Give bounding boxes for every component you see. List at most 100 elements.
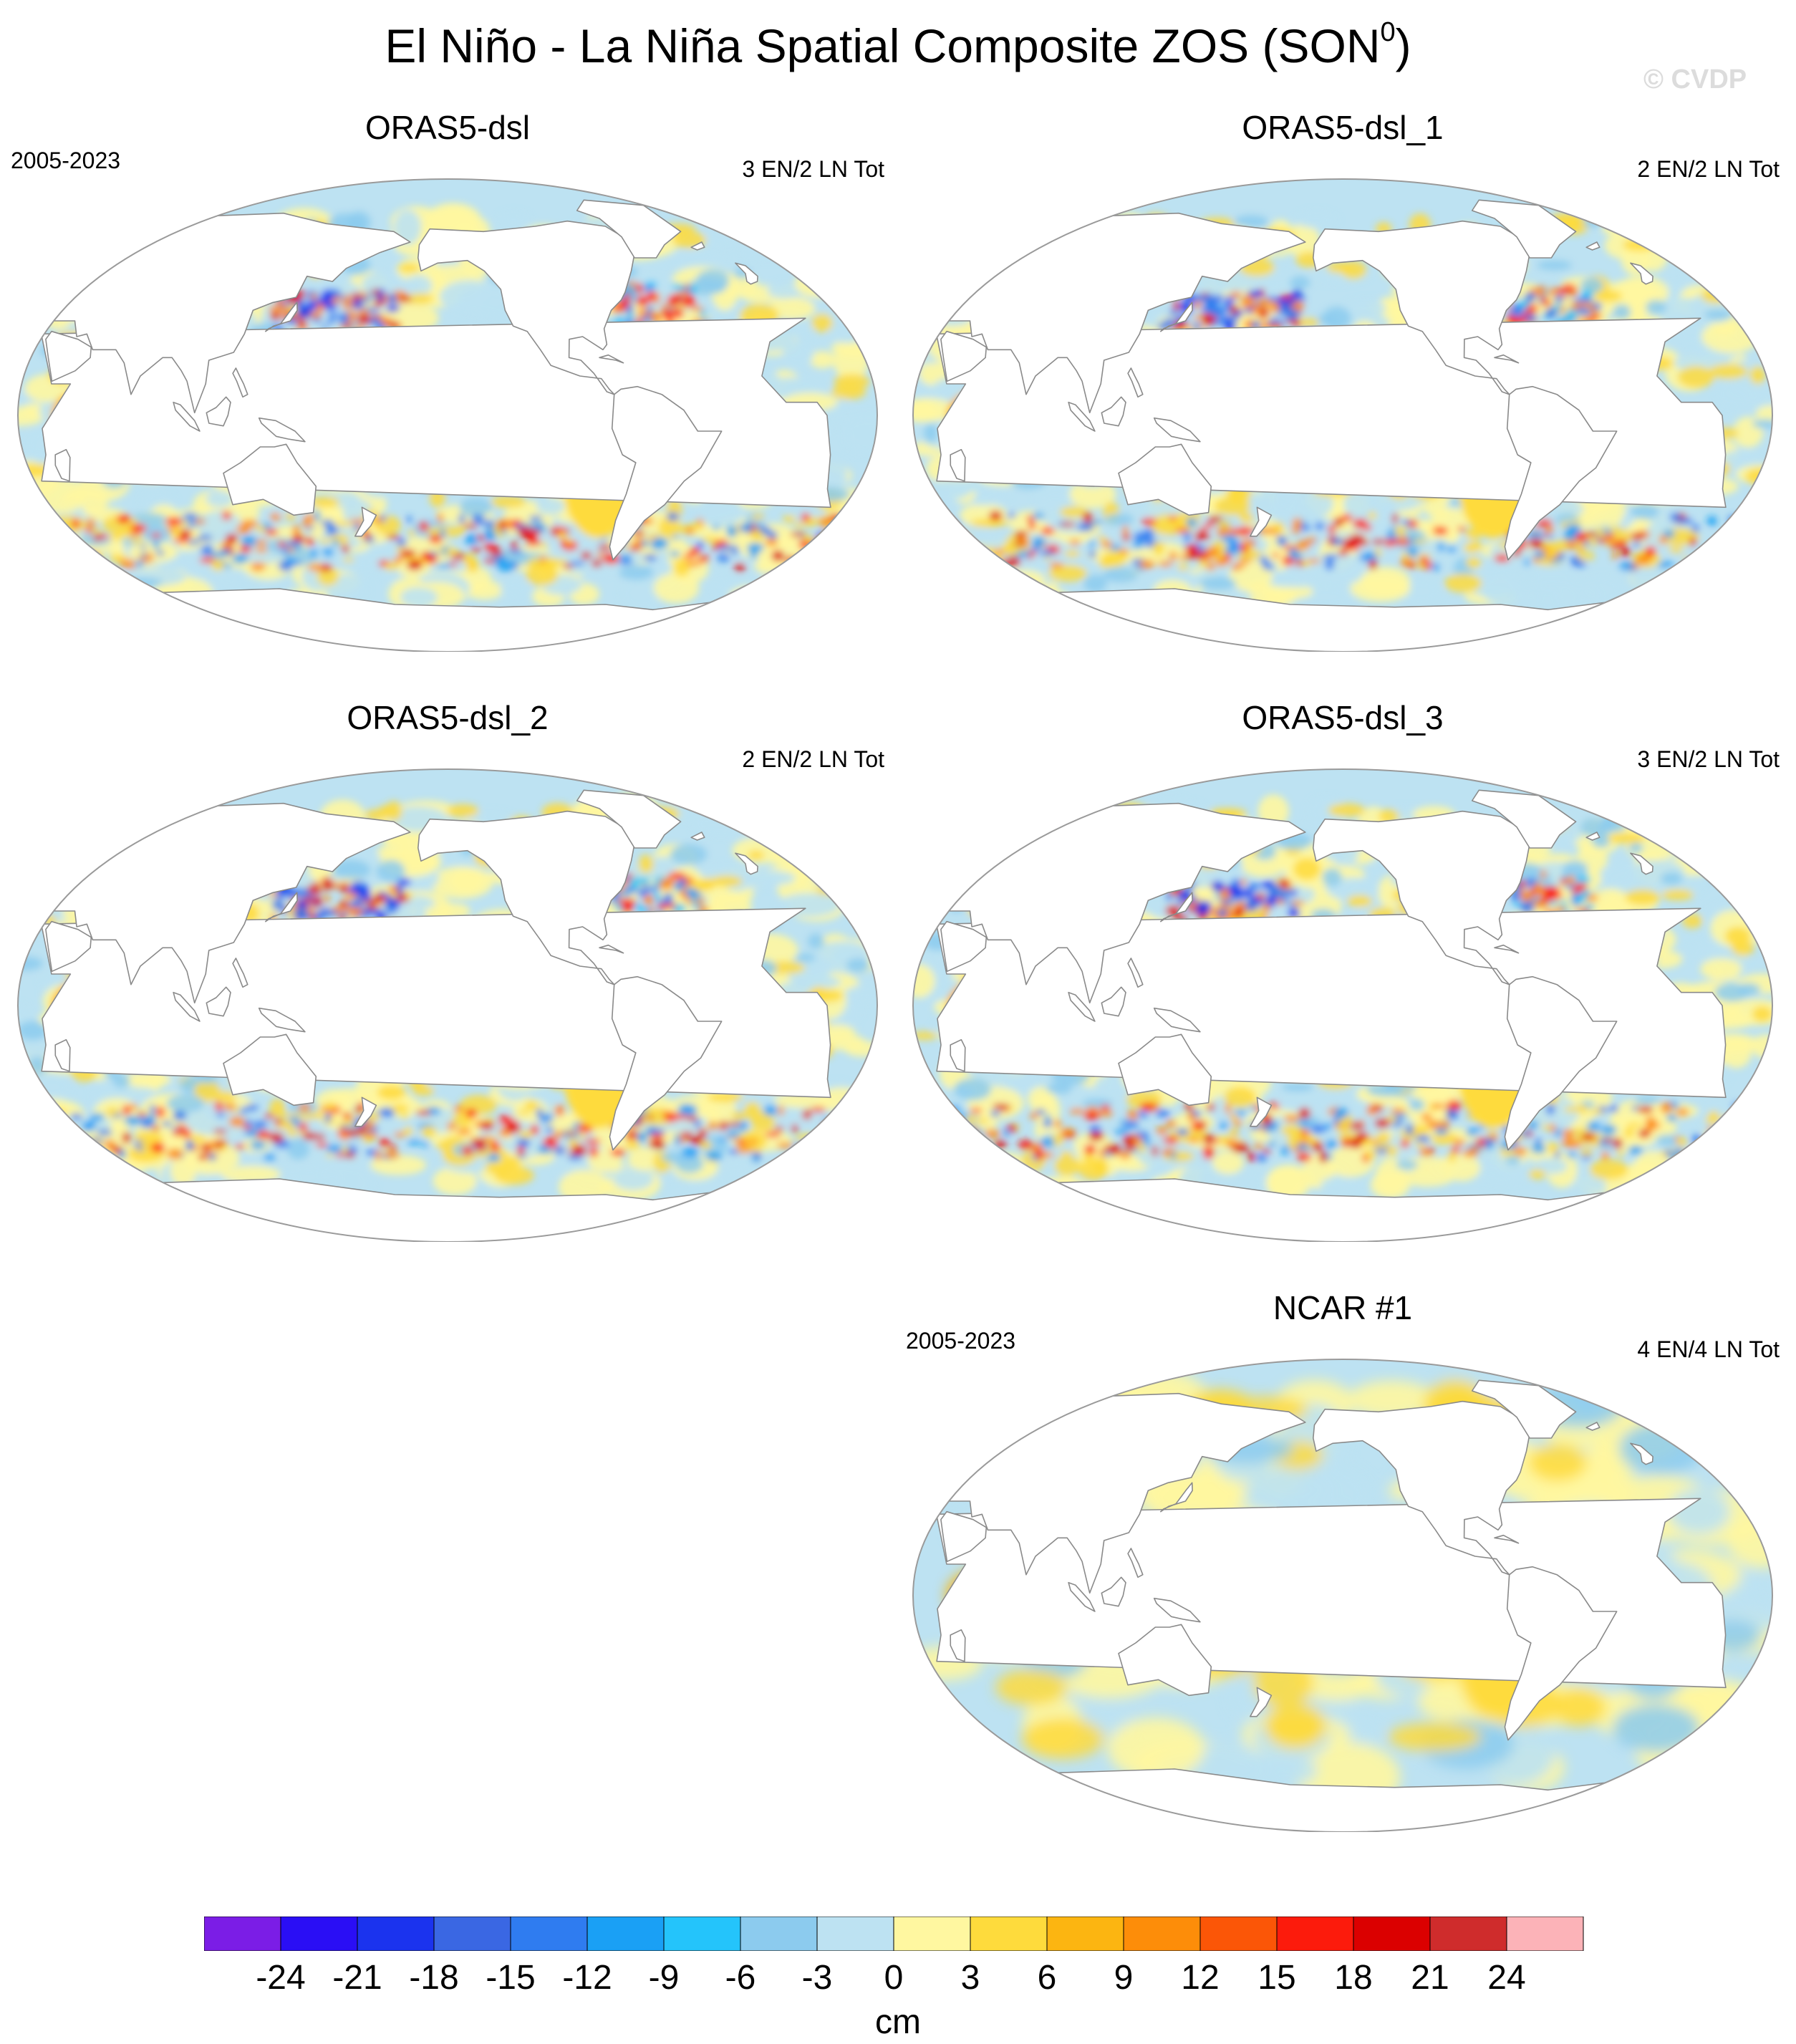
landmass: [49, 212, 411, 414]
landmass: [49, 802, 411, 1004]
colorbar-swatch: [204, 1917, 281, 1951]
landmass: [354, 506, 377, 537]
colorbar-tick-label: -21: [332, 1959, 382, 1997]
panel-title: ORAS5-dsl_2: [347, 699, 549, 736]
colorbar-swatch: [893, 1917, 971, 1951]
colorbar-tick-label: 3: [960, 1959, 980, 1997]
colorbar-tick-label: 15: [1257, 1959, 1296, 1997]
landmass: [609, 975, 723, 1151]
landmass: [940, 920, 988, 973]
landmass: [950, 1038, 966, 1072]
colorbar-tick-label: 6: [1037, 1959, 1057, 1997]
map-panel: ORAS5-dsl_3 3 EN/2 LN Tot: [906, 698, 1780, 1242]
panel-years: 2005-2023: [906, 1328, 1016, 1354]
landmass: [1494, 944, 1520, 954]
map-panel: ORAS5-dsl_2 2 EN/2 LN Tot: [11, 698, 884, 1242]
panel-years: 2005-2023: [11, 148, 121, 173]
landmass: [265, 892, 298, 922]
landmass: [1504, 975, 1618, 1151]
colorbar-swatch: [357, 1917, 435, 1951]
landmass: [950, 1629, 966, 1662]
colorbar-swatch: [970, 1917, 1048, 1951]
landmass: [1160, 1482, 1193, 1513]
colorbar-swatch: [1276, 1917, 1354, 1951]
landmass: [1101, 986, 1126, 1017]
world-map: [17, 178, 878, 652]
colorbar-swatch: [1429, 1917, 1507, 1951]
copyright-label: © CVDP: [1643, 64, 1747, 95]
colorbar-swatch: [1199, 1917, 1278, 1951]
colorbar-tick-label: -6: [725, 1959, 756, 1997]
landmass: [1630, 262, 1653, 285]
landmass: [354, 1096, 377, 1127]
landmass: [1471, 199, 1577, 259]
landmass: [690, 831, 705, 841]
landmass: [1127, 958, 1144, 988]
landmass: [735, 852, 758, 875]
landmass: [1585, 241, 1601, 251]
landmass: [1630, 852, 1653, 875]
landmass: [206, 396, 231, 427]
colorbar-tick-label: 12: [1181, 1959, 1220, 1997]
landmass: [1101, 1576, 1126, 1607]
colorbar-tick-label: -24: [256, 1959, 306, 1997]
landmass: [232, 367, 248, 398]
colorbar-units: cm: [875, 2003, 921, 2041]
landmass: [1504, 1566, 1618, 1741]
landmass: [1153, 1007, 1201, 1033]
landmass: [258, 417, 306, 443]
landmass: [1630, 1442, 1653, 1465]
colorbar-swatch: [1353, 1917, 1431, 1951]
landmass: [944, 212, 1306, 414]
colorbar-swatch: [510, 1917, 588, 1951]
map-panel: NCAR #1 2005-2023 4 EN/4 LN Tot: [906, 1288, 1780, 1832]
world-map: [912, 768, 1773, 1242]
landmass: [258, 1007, 306, 1033]
colorbar-swatch: [586, 1917, 665, 1951]
landmass: [1160, 892, 1193, 922]
landmass: [232, 958, 248, 988]
landmass: [1250, 506, 1273, 537]
landmass: [1250, 1096, 1273, 1127]
world-map: [17, 768, 878, 1242]
landmass: [690, 241, 705, 251]
colorbar-swatch: [433, 1917, 511, 1951]
landmass: [1494, 1534, 1520, 1544]
landmass: [599, 354, 624, 364]
landmass: [1118, 1033, 1212, 1107]
panel-title: ORAS5-dsl_1: [1242, 109, 1444, 146]
colorbar-tick-label: 24: [1487, 1959, 1526, 1997]
landmass: [1153, 417, 1201, 443]
landmass: [950, 448, 966, 482]
colorbar-swatch: [740, 1917, 818, 1951]
colorbar-swatch: [280, 1917, 358, 1951]
landmass: [54, 448, 71, 482]
landmass: [1118, 1624, 1212, 1697]
colorbar-swatch: [1506, 1917, 1584, 1951]
landmass: [576, 199, 682, 259]
landmass: [223, 443, 317, 516]
landmass: [45, 920, 92, 973]
panel-count: 4 EN/4 LN Tot: [1637, 1336, 1780, 1362]
panel-title: NCAR #1: [1273, 1289, 1413, 1326]
landmass: [1068, 401, 1096, 432]
landmass: [173, 991, 201, 1022]
map-border: [17, 768, 878, 1242]
landmass: [1153, 1597, 1201, 1623]
landmass: [1127, 1548, 1144, 1578]
landmass: [735, 262, 758, 285]
colorbar-tick-label: 0: [884, 1959, 904, 1997]
colorbar-tick-label: 18: [1334, 1959, 1373, 1997]
landmass: [609, 385, 723, 561]
landmass: [1068, 991, 1096, 1022]
map-border: [912, 768, 1773, 1242]
landmass: [1160, 302, 1193, 332]
landmass: [1118, 443, 1212, 516]
landmass: [1068, 1581, 1096, 1612]
map-border: [17, 178, 878, 652]
landmass: [206, 986, 231, 1017]
panel-count: 2 EN/2 LN Tot: [742, 746, 884, 772]
colorbar-tick-label: -3: [801, 1959, 833, 1997]
landmass: [1250, 1687, 1273, 1717]
landmass: [1471, 789, 1577, 849]
